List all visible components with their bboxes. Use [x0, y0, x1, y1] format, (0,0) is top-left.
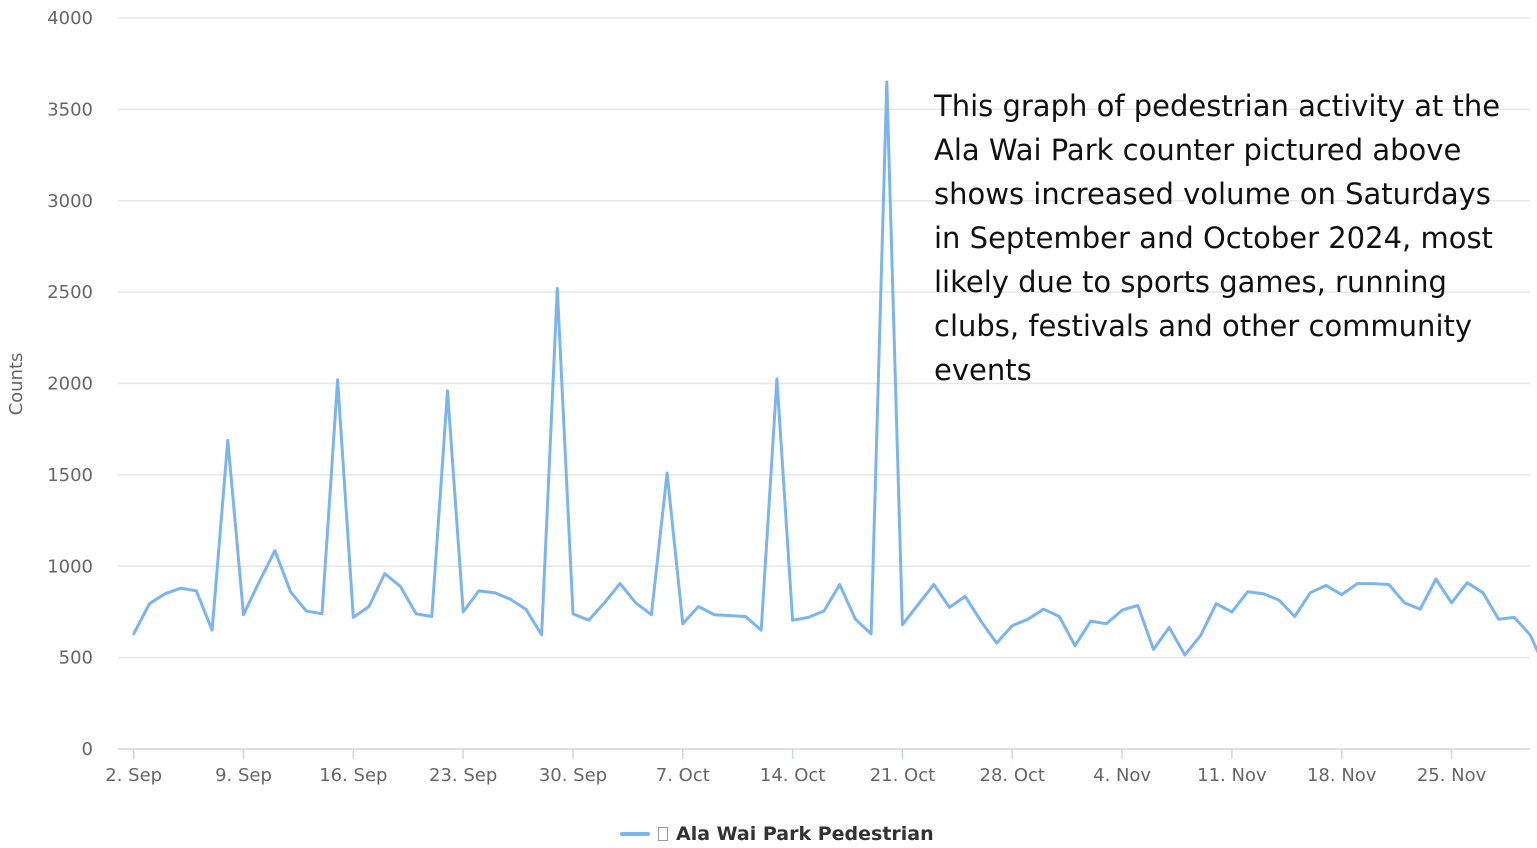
y-tick-label: 3500: [47, 99, 93, 120]
x-tick-label: 9. Sep: [215, 765, 272, 786]
y-tick-label: 2500: [47, 282, 93, 303]
x-tick-label: 2. Sep: [105, 765, 162, 786]
x-tick-label: 25. Nov: [1417, 765, 1487, 786]
legend-series-swatch: [620, 832, 650, 836]
legend-series-label: Ala Wai Park Pedestrian: [676, 823, 934, 845]
x-tick-label: 7. Oct: [656, 765, 710, 786]
x-tick-label: 14. Oct: [760, 765, 825, 786]
x-tick-label: 18. Nov: [1307, 765, 1377, 786]
x-tick-label: 30. Sep: [539, 765, 607, 786]
x-tick-label: 28. Oct: [980, 765, 1045, 786]
y-tick-label: 1000: [47, 556, 93, 577]
x-tick-label: 23. Sep: [429, 765, 497, 786]
y-tick-label: 500: [59, 648, 93, 669]
legend-placeholder-glyph-icon: [658, 827, 668, 841]
y-axis-label: Counts: [6, 353, 27, 416]
legend[interactable]: Ala Wai Park Pedestrian: [620, 820, 934, 848]
y-tick-label: 3000: [47, 191, 93, 212]
x-tick-label: 16. Sep: [319, 765, 387, 786]
x-tick-label: 21. Oct: [870, 765, 935, 786]
y-tick-label: 1500: [47, 465, 93, 486]
chart-annotation: This graph of pedestrian activity at the…: [934, 84, 1524, 392]
y-tick-label: 2000: [47, 374, 93, 395]
y-tick-label: 0: [82, 739, 93, 760]
x-tick-label: 11. Nov: [1197, 765, 1267, 786]
y-axis-tick-labels: 0 500 1000 1500 2000 2500 3000 3500 4000: [47, 8, 93, 760]
y-tick-label: 4000: [47, 8, 93, 29]
x-tick-label: 4. Nov: [1093, 765, 1151, 786]
x-axis-tick-labels: 2. Sep 9. Sep 16. Sep 23. Sep 30. Sep 7. Oct 1…: [105, 765, 1486, 786]
x-axis: [118, 749, 1530, 759]
